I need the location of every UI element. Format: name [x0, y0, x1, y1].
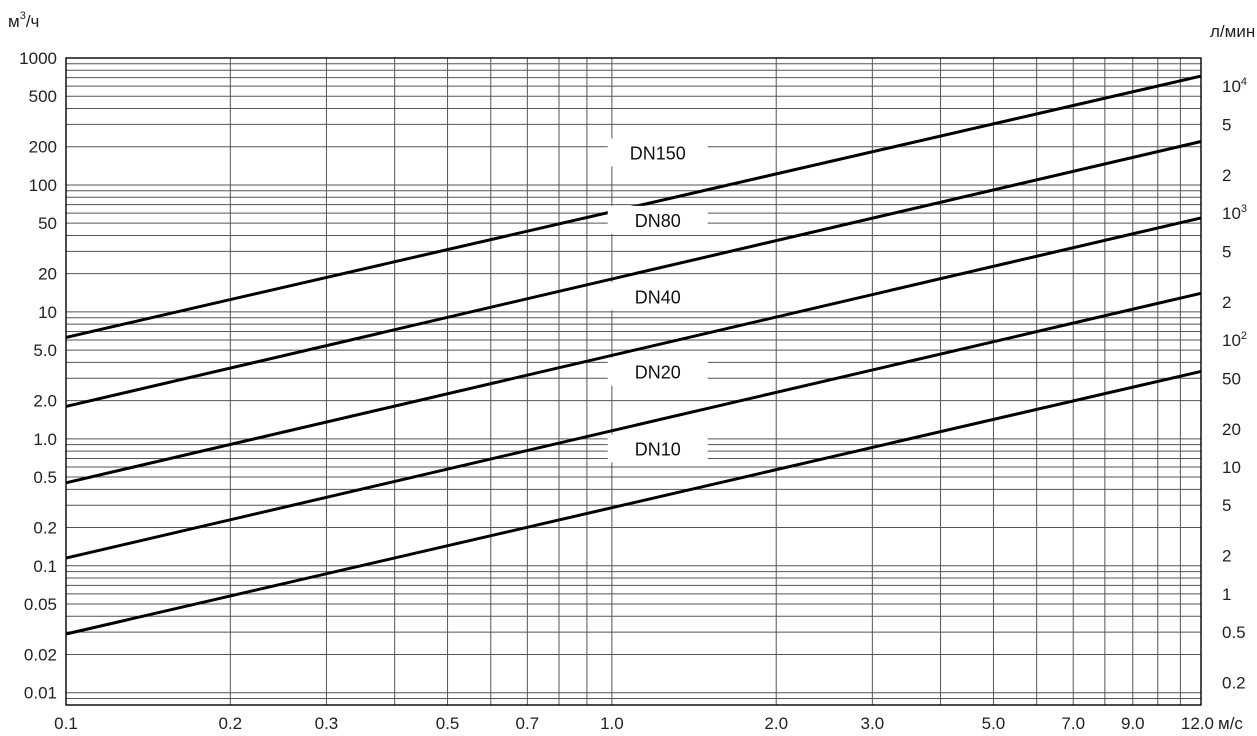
x-axis-tick-labels: 0.1 0.2 0.3 0.5 0.7 1.0 2.0 3.0 5.0 7.0 9.0 12.0 — [54, 714, 1214, 733]
series-label-bg — [607, 434, 708, 463]
y-left-tick-label: 1000 — [19, 49, 57, 68]
series-label-bg — [607, 357, 708, 386]
x-tick-label: 0.3 — [315, 714, 339, 733]
x-tick-label: 5.0 — [982, 714, 1006, 733]
x-tick-label: 1.0 — [600, 714, 624, 733]
y-right-tick-label: 5 — [1222, 496, 1231, 515]
grid — [65, 57, 1202, 706]
y-right-tick-label: 10 — [1222, 458, 1241, 477]
series-labels: DN150 DN80 DN40 DN20 DN10 — [607, 138, 708, 463]
y-right-tick-label: 104 — [1222, 76, 1247, 96]
y-left-tick-label: 50 — [38, 214, 57, 233]
y-left-tick-label: 500 — [29, 87, 57, 106]
x-unit: м/с — [1218, 714, 1243, 733]
y-left-tick-label: 0.1 — [33, 557, 57, 576]
x-tick-label: 0.2 — [219, 714, 243, 733]
y-right-tick-label: 103 — [1222, 203, 1247, 223]
x-tick-label: 0.5 — [436, 714, 460, 733]
series-line-dn80 — [65, 140, 1202, 408]
y-right-tick-label: 5 — [1222, 115, 1231, 134]
series-label-bg — [607, 282, 708, 311]
y-left-tick-label: 0.5 — [33, 468, 57, 487]
series-line-dn20 — [65, 291, 1202, 560]
y-left-tick-label: 1.0 — [33, 430, 57, 449]
series-line-dn10 — [65, 369, 1202, 636]
series-label-bg — [607, 205, 708, 234]
y-left-tick-label: 2.0 — [33, 392, 57, 411]
y-right-tick-label: 102 — [1222, 330, 1247, 350]
series-label-dn20: DN20 — [635, 363, 681, 383]
y-left-tick-label: 20 — [38, 265, 57, 284]
y-right-tick-label: 0.2 — [1222, 674, 1246, 693]
y-left-tick-label: 200 — [29, 138, 57, 157]
series-label-dn150: DN150 — [630, 144, 686, 164]
series-line-dn40 — [65, 216, 1202, 485]
x-tick-label: 3.0 — [861, 714, 885, 733]
x-tick-label: 12.0 — [1181, 714, 1214, 733]
x-tick-label: 0.7 — [516, 714, 540, 733]
y-left-tick-label: 10 — [38, 303, 57, 322]
series-lines — [65, 74, 1202, 636]
y-right-tick-label: 2 — [1222, 166, 1231, 185]
plot-frame — [65, 57, 1202, 706]
x-tick-label: 0.1 — [54, 714, 78, 733]
y-left-tick-label: 100 — [29, 176, 57, 195]
series-label-dn10: DN10 — [635, 439, 681, 459]
series-label-dn80: DN80 — [635, 211, 681, 231]
y-unit-left-tail: /ч — [26, 12, 40, 31]
y-right-tick-label: 20 — [1222, 420, 1241, 439]
y-right-tick-label: 0.5 — [1222, 623, 1246, 642]
y-unit-left: м3/ч — [8, 10, 39, 31]
y-unit-right: л/мин — [1210, 22, 1255, 41]
y-unit-left-base: м — [8, 12, 20, 31]
y-left-tick-label: 0.05 — [24, 595, 57, 614]
y-left-tick-label: 0.02 — [24, 645, 57, 664]
y-left-tick-label: 5.0 — [33, 341, 57, 360]
y-axis-left-tick-labels: 1000 500 200 100 50 20 10 5.0 2.0 1.0 0.5 0.2 0.1 0.0… — [19, 49, 57, 703]
x-tick-label: 7.0 — [1061, 714, 1085, 733]
y-right-tick-label: 2 — [1222, 293, 1231, 312]
y-right-tick-label: 2 — [1222, 547, 1231, 566]
y-right-tick-label: 1 — [1222, 585, 1231, 604]
y-right-tick-label: 5 — [1222, 242, 1231, 261]
y-right-tick-label: 50 — [1222, 369, 1241, 388]
y-axis-right-tick-labels: 104 5 2 103 5 2 102 50 20 10 5 2 1 0.5 0.2 — [1222, 76, 1247, 692]
y-left-tick-label: 0.2 — [33, 519, 57, 538]
series-label-dn40: DN40 — [635, 287, 681, 307]
series-label-bg — [607, 138, 708, 167]
x-tick-label: 9.0 — [1121, 714, 1145, 733]
x-tick-label: 2.0 — [764, 714, 788, 733]
y-left-tick-label: 0.01 — [24, 684, 57, 703]
y-unit-left-sup: 3 — [20, 10, 26, 22]
